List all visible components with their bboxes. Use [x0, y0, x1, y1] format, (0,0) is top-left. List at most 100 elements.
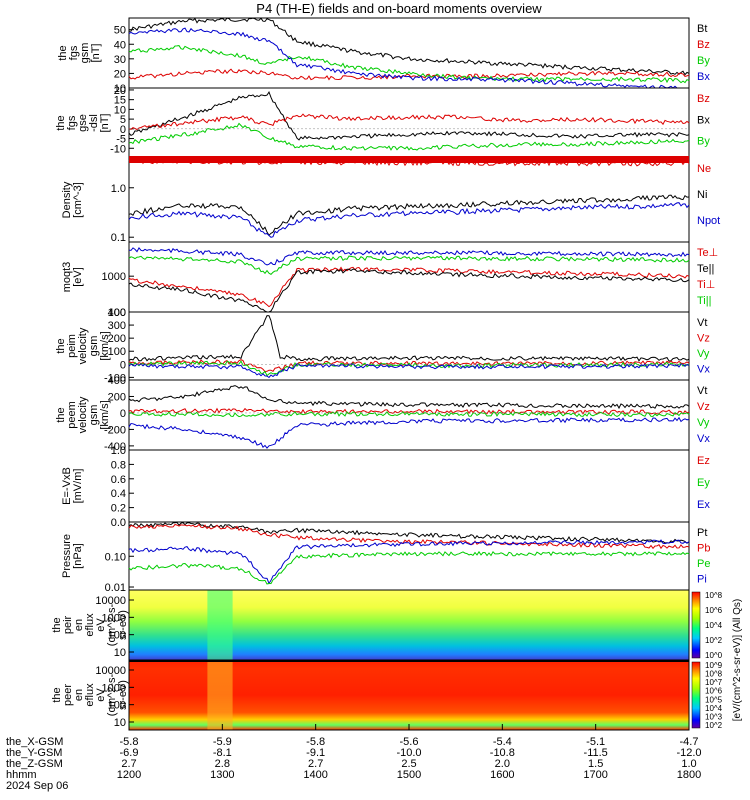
x-row-label: the_Z-GSM: [6, 758, 63, 770]
x-tick-label-the-x-gsm: -5.8: [306, 736, 325, 748]
y-axis-label: fgs: [68, 45, 80, 60]
colorbar-p9: [691, 591, 701, 659]
series-vx: [128, 363, 690, 379]
y-tick-label: 100: [108, 307, 126, 319]
y-tick-label: 15: [114, 95, 126, 107]
legend-entry: Pt: [697, 527, 707, 539]
y-tick-label: 100: [108, 630, 126, 642]
y-tick-label: 10: [114, 104, 126, 116]
legend-entry: Ez: [697, 455, 710, 467]
y-tick-label: 1.0: [111, 183, 126, 195]
legend-entry: Vx: [697, 433, 710, 445]
colorbar-label: 10^8: [705, 591, 723, 600]
legend-entry: Ne: [697, 163, 711, 175]
panel-p10: 10^910^810^710^610^510^410^310^2 10000 100…: [51, 659, 723, 731]
y-axis-label: peer: [62, 684, 74, 706]
y-tick-label: 40: [114, 39, 126, 51]
y-axis-label: [cm^-3]: [72, 182, 84, 218]
y-tick-label: 1000: [102, 271, 126, 283]
x-tick-label-the-y-gsm: -12.0: [676, 747, 701, 759]
colorbar-label: 10^5: [705, 695, 723, 704]
colorbar-p10: [691, 661, 701, 729]
y-tick-label: 100: [108, 700, 126, 712]
series-vz: [128, 407, 690, 415]
y-tick-label: 100: [108, 346, 126, 358]
y-tick-label: 400: [108, 375, 126, 387]
legend-entry: Bx: [697, 71, 710, 83]
series-ti-blue-: [128, 247, 690, 266]
x-tick-label-the-x-gsm: -5.1: [586, 736, 605, 748]
y-axis-label: gsm: [88, 405, 100, 426]
legend-entry: By: [697, 55, 710, 67]
x-tick-label-the-z-gsm: 2.8: [215, 758, 230, 770]
colorbar-label: 10^7: [705, 678, 723, 687]
legend-entry: Ey: [697, 477, 710, 489]
x-tick-label-hhmm: 1700: [583, 769, 607, 781]
series-vy: [128, 410, 690, 418]
legend-entry: Ti⊥: [697, 279, 715, 291]
series-by: [128, 122, 690, 151]
y-tick-label: 5: [120, 114, 126, 126]
legend-entry: Npot: [697, 215, 720, 227]
x-tick-label-hhmm: 1200: [117, 769, 141, 781]
y-tick-label: 30: [114, 54, 126, 66]
x-tick-label-the-y-gsm: -6.9: [120, 747, 139, 759]
series-bx: [128, 27, 689, 89]
x-tick-label-the-y-gsm: -10.0: [396, 747, 421, 759]
y-tick-label: -5: [116, 134, 126, 146]
series-bz: [128, 113, 690, 131]
colorbar-label: 10^0: [705, 651, 723, 660]
series-pb: [128, 523, 690, 550]
series-vt: [128, 315, 690, 362]
y-axis-label: eV: [95, 618, 107, 632]
y-axis-label: peir: [62, 615, 74, 634]
y-tick-label: 50: [114, 25, 126, 37]
colorbar-label: 10^3: [705, 712, 723, 721]
series-bx: [128, 91, 690, 141]
legend-entry: Vz: [697, 401, 710, 413]
y-axis-label: fgs: [66, 115, 78, 130]
y-tick-label: 0.8: [111, 459, 126, 471]
series-pe: [128, 550, 690, 585]
y-axis-label: sr-eV): [117, 610, 129, 640]
y-tick-label: 300: [108, 320, 126, 332]
panel-frame: [128, 87, 690, 159]
y-tick-label: 0.1: [111, 232, 126, 244]
series-bt: [128, 17, 690, 76]
series-bz: [128, 68, 690, 81]
y-tick-label: 0: [120, 408, 126, 420]
colorbar-label: 10^2: [705, 721, 723, 730]
y-axis-label: -dsl: [88, 114, 100, 132]
panel-p7: 1.0 0.8 0.6 0.4 0.2 0.0 E=-VxB [mV/m] Ez Ey Ex: [61, 445, 710, 529]
density-stripe: [129, 156, 689, 163]
x-tick-label-the-z-gsm: 1.0: [681, 758, 696, 770]
y-axis-label: [nT]: [99, 114, 111, 133]
series-pt: [128, 521, 690, 544]
y-axis-label: velocity: [77, 396, 89, 433]
x-tick-label-hhmm: 1500: [397, 769, 421, 781]
y-axis-label: E=-VxB: [61, 467, 73, 505]
panel-p9: 10^8 10^6 10^4 10^2 10^0 10000 1000 100 10 the pei…: [51, 589, 723, 661]
colorbar-label: 10^8: [705, 670, 723, 679]
series-ni: [128, 194, 690, 237]
y-tick-label: 400: [108, 307, 126, 319]
y-axis-label: [nPa]: [72, 543, 84, 569]
x-tick-label-the-y-gsm: -8.1: [213, 747, 232, 759]
y-axis-label: gse: [77, 114, 89, 132]
x-tick-label-the-x-gsm: -5.4: [493, 736, 512, 748]
x-tick-label-the-z-gsm: 1.5: [588, 758, 603, 770]
panel-frame: [128, 311, 690, 381]
legend-entry: Ex: [697, 499, 710, 511]
legend-entry: Bt: [697, 23, 707, 35]
y-axis-label: [km/s]: [99, 331, 111, 360]
y-tick-label: 0.10: [105, 551, 126, 563]
x-row-label: the_X-GSM: [6, 736, 63, 748]
legend-entry: Vy: [697, 417, 710, 429]
legend-entry: Ti||: [697, 295, 711, 307]
y-tick-label: 0.4: [111, 488, 126, 500]
x-tick-label-the-z-gsm: 2.7: [308, 758, 323, 770]
legend-entry: Vt: [697, 317, 707, 329]
y-tick-label: 1000: [102, 612, 126, 624]
y-axis-label: peem: [66, 401, 78, 429]
y-axis-label: the: [55, 115, 67, 130]
